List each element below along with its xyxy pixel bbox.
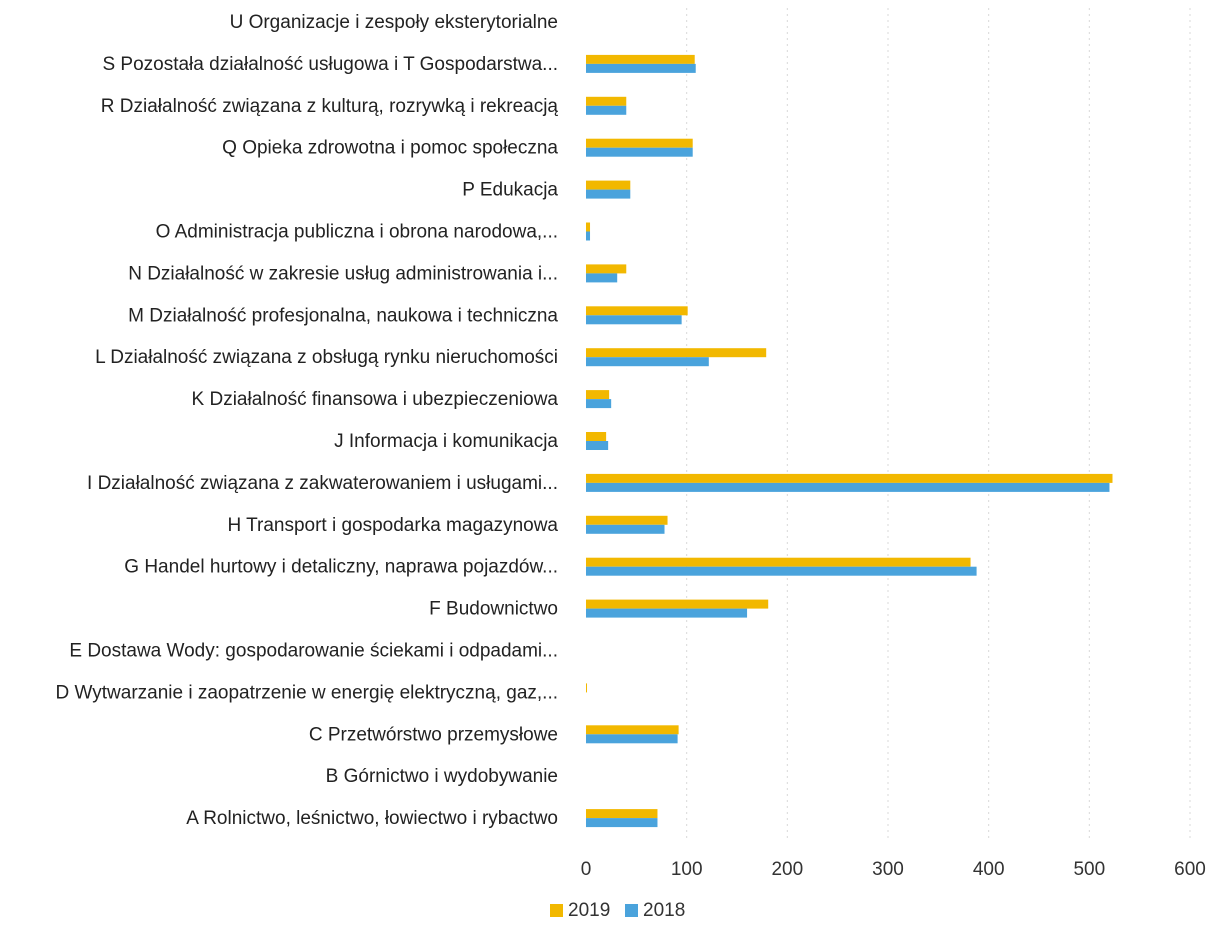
bar-2019-4: [586, 180, 631, 190]
category-label: K Działalność finansowa i ubezpieczeniow…: [192, 389, 559, 410]
bar-2018-13: [586, 566, 977, 576]
category-label: L Działalność związana z obsługą rynku n…: [95, 347, 558, 368]
bar-2018-11: [586, 482, 1110, 492]
bar-2018-10: [586, 441, 609, 450]
bar-2018-3: [586, 147, 693, 157]
bar-2019-1: [586, 54, 695, 64]
bar-2018-8: [586, 357, 709, 367]
bar-2019-7: [586, 306, 688, 316]
bar-2019-2: [586, 96, 627, 106]
x-tick-label: 500: [1073, 859, 1105, 880]
legend-label-2019: 2019: [568, 900, 610, 921]
category-label: B Górnictwo i wydobywanie: [326, 766, 558, 787]
category-label: P Edukacja: [462, 180, 558, 201]
legend-swatch-2019: [550, 904, 563, 917]
gridlines: [686, 8, 1191, 840]
category-label: C Przetwórstwo przemysłowe: [309, 724, 558, 745]
category-label: U Organizacje i zespoły eksterytorialne: [230, 12, 558, 33]
bar-2019-8: [586, 348, 767, 358]
bar-2018-19: [586, 818, 658, 828]
bar-2018-4: [586, 189, 631, 199]
bar-2019-16: [586, 683, 588, 693]
category-label: E Dostawa Wody: gospodarowanie ściekami …: [69, 641, 558, 662]
bar-2019-10: [586, 432, 607, 441]
x-tick-label: 200: [771, 859, 803, 880]
x-tick-label: 100: [671, 859, 703, 880]
bar-2018-7: [586, 315, 682, 325]
bar-2018-5: [586, 231, 591, 241]
bars: [586, 54, 1113, 828]
category-label: N Działalność w zakresie usług administr…: [128, 263, 558, 284]
category-labels: U Organizacje i zespoły eksterytorialne S…: [56, 12, 559, 829]
bar-2018-1: [586, 63, 696, 73]
bar-2019-19: [586, 809, 658, 819]
bar-2019-17: [586, 725, 679, 735]
category-label: O Administracja publiczna i obrona narod…: [156, 222, 558, 243]
category-label: R Działalność związana z kulturą, rozryw…: [101, 96, 559, 117]
x-axis-ticks: 0 100 200 300 400 500 600: [581, 859, 1206, 880]
x-tick-label: 600: [1174, 859, 1206, 880]
legend: 2019 2018: [550, 900, 685, 921]
x-tick-label: 400: [973, 859, 1005, 880]
category-label: Q Opieka zdrowotna i pomoc społeczna: [222, 138, 558, 159]
category-label: G Handel hurtowy i detaliczny, naprawa p…: [124, 557, 558, 578]
x-tick-label: 300: [872, 859, 904, 880]
category-label: H Transport i gospodarka magazynowa: [227, 515, 558, 536]
category-label: D Wytwarzanie i zaopatrzenie w energię e…: [56, 682, 559, 703]
bar-2019-6: [586, 264, 627, 274]
bar-2018-6: [586, 273, 618, 283]
bar-2019-11: [586, 473, 1113, 483]
bar-2019-12: [586, 515, 668, 525]
bar-2019-14: [586, 599, 769, 609]
bar-2019-3: [586, 138, 693, 148]
legend-label-2018: 2018: [643, 900, 685, 921]
category-label: M Działalność profesjonalna, naukowa i t…: [128, 305, 558, 326]
bar-2018-12: [586, 524, 665, 534]
category-label: S Pozostała działalność usługowa i T Gos…: [102, 54, 558, 75]
bar-2019-5: [586, 222, 591, 232]
legend-swatch-2018: [625, 904, 638, 917]
bar-2018-2: [586, 105, 627, 115]
bar-2019-9: [586, 390, 610, 400]
bar-2019-13: [586, 557, 971, 567]
category-label: A Rolnictwo, leśnictwo, łowiectwo i ryba…: [186, 808, 558, 829]
category-label: I Działalność związana z zakwaterowaniem…: [87, 473, 558, 494]
category-label: F Budownictwo: [429, 599, 558, 620]
bar-2018-9: [586, 399, 612, 409]
x-tick-label: 0: [581, 859, 592, 880]
bar-2018-17: [586, 734, 678, 744]
bar-2018-14: [586, 608, 748, 618]
category-label: J Informacja i komunikacja: [334, 431, 558, 452]
